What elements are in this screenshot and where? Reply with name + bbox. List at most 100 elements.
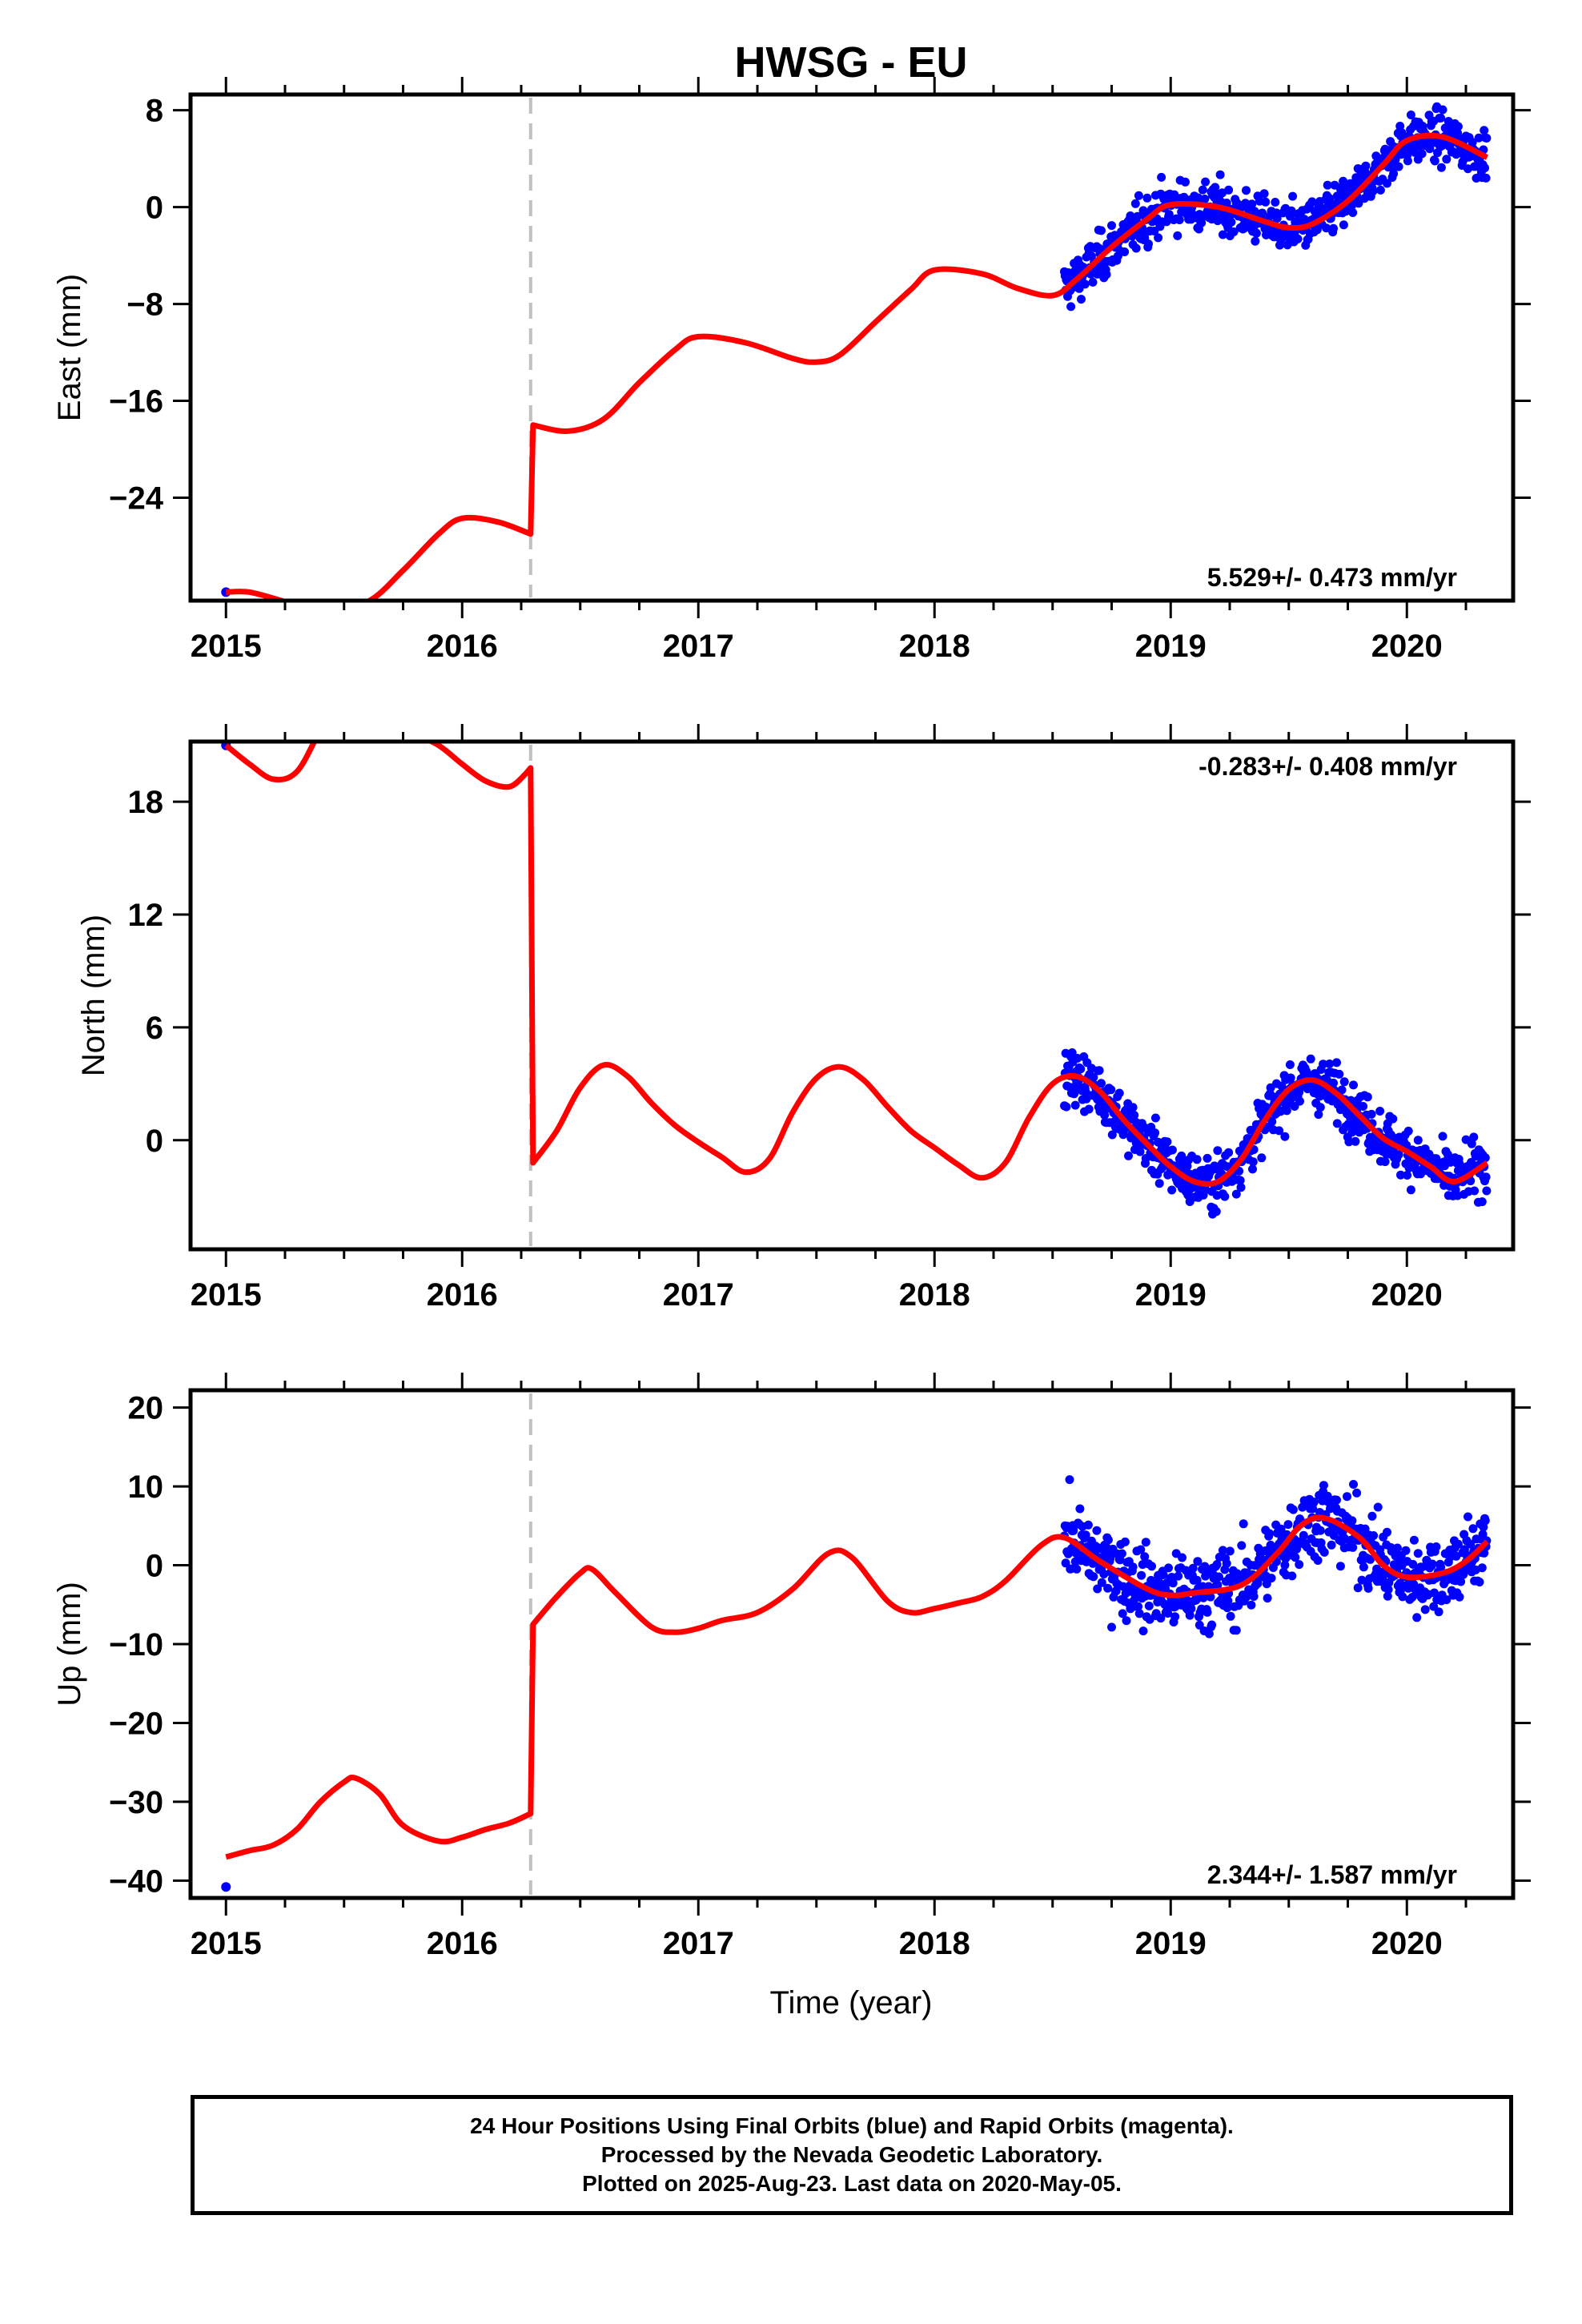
data-point — [1242, 1593, 1251, 1602]
data-point — [1436, 113, 1446, 123]
data-point — [1136, 1545, 1146, 1554]
data-point — [1403, 1171, 1412, 1180]
data-point — [1134, 1609, 1144, 1618]
y-axis-label-up: Up (mm) — [52, 1582, 87, 1707]
data-point — [1396, 1170, 1405, 1180]
data-point — [1089, 1072, 1098, 1082]
data-point — [1403, 156, 1412, 166]
data-point — [1124, 1151, 1133, 1160]
data-point — [1106, 1554, 1115, 1563]
data-point — [1307, 197, 1317, 207]
data-point — [1394, 1150, 1403, 1160]
data-point — [1193, 1557, 1203, 1566]
data-point — [1378, 1573, 1387, 1582]
data-point — [1185, 1610, 1195, 1620]
data-point — [1397, 128, 1407, 138]
data-point — [1062, 1102, 1071, 1112]
rate-label-up: 2.344+/- 1.587 mm/yr — [1207, 1860, 1457, 1889]
data-point — [1329, 1078, 1338, 1088]
data-point — [1436, 1562, 1446, 1572]
data-point — [1130, 1111, 1139, 1120]
data-point — [1314, 1110, 1323, 1120]
data-point — [1335, 1069, 1344, 1079]
y-axis-label-north: North (mm) — [76, 915, 111, 1076]
data-point — [1477, 1563, 1487, 1573]
data-point — [1410, 147, 1419, 157]
data-point — [1332, 1495, 1341, 1505]
data-point — [1480, 1153, 1490, 1163]
data-point — [1480, 163, 1489, 173]
data-point — [1322, 223, 1331, 233]
data-point — [1201, 177, 1211, 187]
data-point — [1067, 1048, 1077, 1057]
data-point — [1211, 1207, 1221, 1216]
data-point — [1118, 1582, 1128, 1591]
data-point — [1438, 105, 1447, 115]
data-point — [1477, 1197, 1487, 1207]
data-point — [1453, 122, 1463, 131]
frame-east — [188, 92, 1516, 603]
data-point — [1141, 1538, 1150, 1547]
data-point — [1174, 215, 1184, 224]
data-point — [1319, 1481, 1328, 1490]
data-point — [1283, 1520, 1293, 1530]
data-point — [1482, 1186, 1492, 1196]
data-point — [1069, 1526, 1078, 1535]
data-point — [1118, 1609, 1127, 1618]
data-point — [1412, 1613, 1422, 1622]
data-point — [1167, 1185, 1177, 1195]
data-point — [1137, 1570, 1146, 1580]
data-point — [1353, 1583, 1363, 1593]
data-point — [1120, 1537, 1130, 1546]
footer-line-2: Processed by the Nevada Geodetic Laborat… — [600, 2142, 1103, 2167]
data-point — [1406, 111, 1415, 119]
data-point — [1341, 207, 1351, 216]
data-point — [1213, 1580, 1223, 1590]
data-point — [1192, 1155, 1202, 1164]
data-point — [1343, 1492, 1351, 1502]
data-point — [1247, 199, 1257, 209]
x-tick-label: 2017 — [663, 1926, 734, 1961]
data-point — [1466, 1539, 1476, 1549]
y-tick-label: 0 — [146, 191, 163, 226]
data-point — [221, 1882, 231, 1892]
frame-north — [188, 739, 1516, 1252]
data-point — [1131, 243, 1141, 253]
x-tick-label: 2020 — [1371, 629, 1443, 664]
data-point — [1383, 1591, 1392, 1601]
data-point — [1080, 279, 1090, 289]
data-point — [1144, 1601, 1154, 1610]
data-point — [1188, 1563, 1198, 1573]
data-point — [1460, 1545, 1469, 1554]
data-point — [1417, 149, 1427, 159]
data-point — [1373, 1502, 1383, 1512]
data-point — [1482, 134, 1492, 143]
data-point — [1065, 1475, 1074, 1485]
data-point — [1468, 138, 1477, 147]
data-point — [1223, 1596, 1233, 1606]
y-axis-label-east: East (mm) — [52, 274, 87, 421]
data-point — [1222, 199, 1231, 207]
data-point — [1443, 1150, 1452, 1160]
data-point — [1107, 1622, 1116, 1632]
data-point — [1282, 1106, 1291, 1116]
data-point — [1237, 1541, 1247, 1550]
data-point — [1162, 1137, 1172, 1147]
data-point — [1453, 1539, 1463, 1549]
data-point — [1434, 1607, 1443, 1617]
data-point — [1103, 1583, 1113, 1593]
x-tick-label: 2017 — [663, 1277, 734, 1313]
data-point — [1223, 1603, 1232, 1613]
data-point — [1257, 1153, 1267, 1163]
data-point — [1213, 1146, 1223, 1156]
plot-area-north — [221, 742, 1492, 1219]
data-point — [1106, 1085, 1116, 1095]
data-point — [1225, 1546, 1235, 1556]
data-point — [1306, 1054, 1315, 1063]
data-point — [1097, 1578, 1106, 1587]
footer-box: 24 Hour Positions Using Final Orbits (bl… — [191, 2095, 1513, 2215]
model-curve-up — [225, 1514, 1489, 1860]
data-point — [1315, 1103, 1325, 1112]
x-tick-label: 2019 — [1135, 1926, 1207, 1961]
data-point — [1344, 1137, 1354, 1147]
